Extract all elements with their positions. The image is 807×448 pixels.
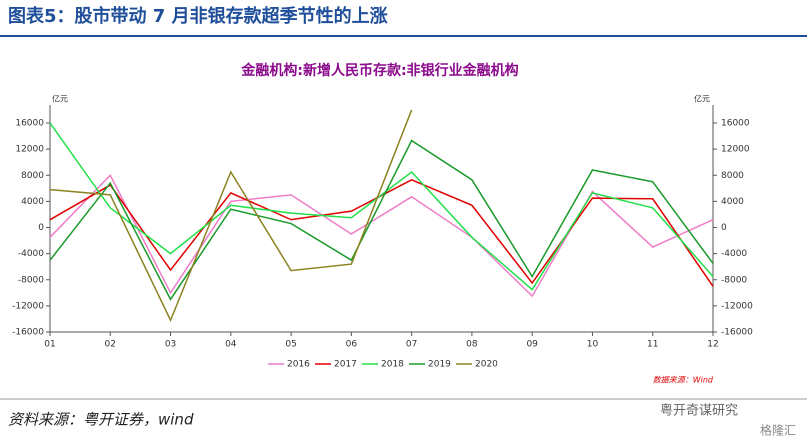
y2-tick-label: -8000 [721,275,747,285]
series-line [49,178,714,287]
x-tick-label: 07 [406,340,417,350]
legend-label: 2018 [381,360,404,370]
y-tick-label: 8000 [21,171,44,181]
x-tick-label: 06 [346,340,358,350]
series-line [49,122,714,291]
x-tick-label: 04 [225,340,237,350]
x-tick-label: 12 [707,340,718,350]
plot: -16000 -12000 -8000 -4000 0 4000 8000 12000 1600… [12,105,753,370]
chart-note: 数据来源：Wind [653,376,714,385]
y2-tick-label: -16000 [721,328,753,338]
x-tick-label: 01 [44,340,55,350]
x-tick-label: 03 [165,340,176,350]
series-line [49,109,413,323]
y-tick-label: -16000 [12,328,44,338]
y2-tick-label: 0 [721,223,727,233]
x-tick-label: 08 [466,340,478,350]
legend-label: 2017 [334,360,357,370]
watermark2: 格隆汇 [760,423,796,438]
legend-label: 2019 [428,360,451,370]
y-tick-label: 12000 [15,145,44,155]
y2-tick-label: 12000 [721,145,750,155]
y2-tick-label: -4000 [721,249,747,259]
y-tick-label: 4000 [21,197,44,207]
series-line [49,173,714,298]
y2-tick-label: 4000 [721,197,744,207]
y-tick-label: 16000 [15,119,44,129]
x-tick-label: 02 [105,340,116,350]
y-tick-label: -4000 [18,249,44,259]
source: 资料来源：粤开证券，wind [8,411,194,429]
y-axis-label: 亿元 [52,94,68,104]
legend-label: 2016 [287,360,310,370]
footer-bg [0,398,807,444]
y-tick-label: 0 [38,223,44,233]
chart-title: 金融机构:新增人民币存款:非银行业金融机构 [240,62,518,79]
x-tick-label: 05 [285,340,296,350]
y2-tick-label: -12000 [721,301,753,311]
y2-tick-label: 16000 [721,119,750,129]
y2-tick-label: 8000 [721,171,744,181]
x-tick-label: 09 [526,340,538,350]
watermark: 粤开奇谋研究 [660,403,738,419]
y-tick-label: -12000 [12,301,44,311]
x-tick-label: 11 [647,340,658,350]
header-title: 图表5：股市带动 7 月非银存款超季节性的上涨 [8,5,388,27]
x-tick-label: 10 [587,340,599,350]
y2-axis-label: 亿元 [694,94,710,104]
legend-label: 2020 [475,360,498,370]
series-line [49,139,714,301]
y-tick-label: -8000 [18,275,44,285]
